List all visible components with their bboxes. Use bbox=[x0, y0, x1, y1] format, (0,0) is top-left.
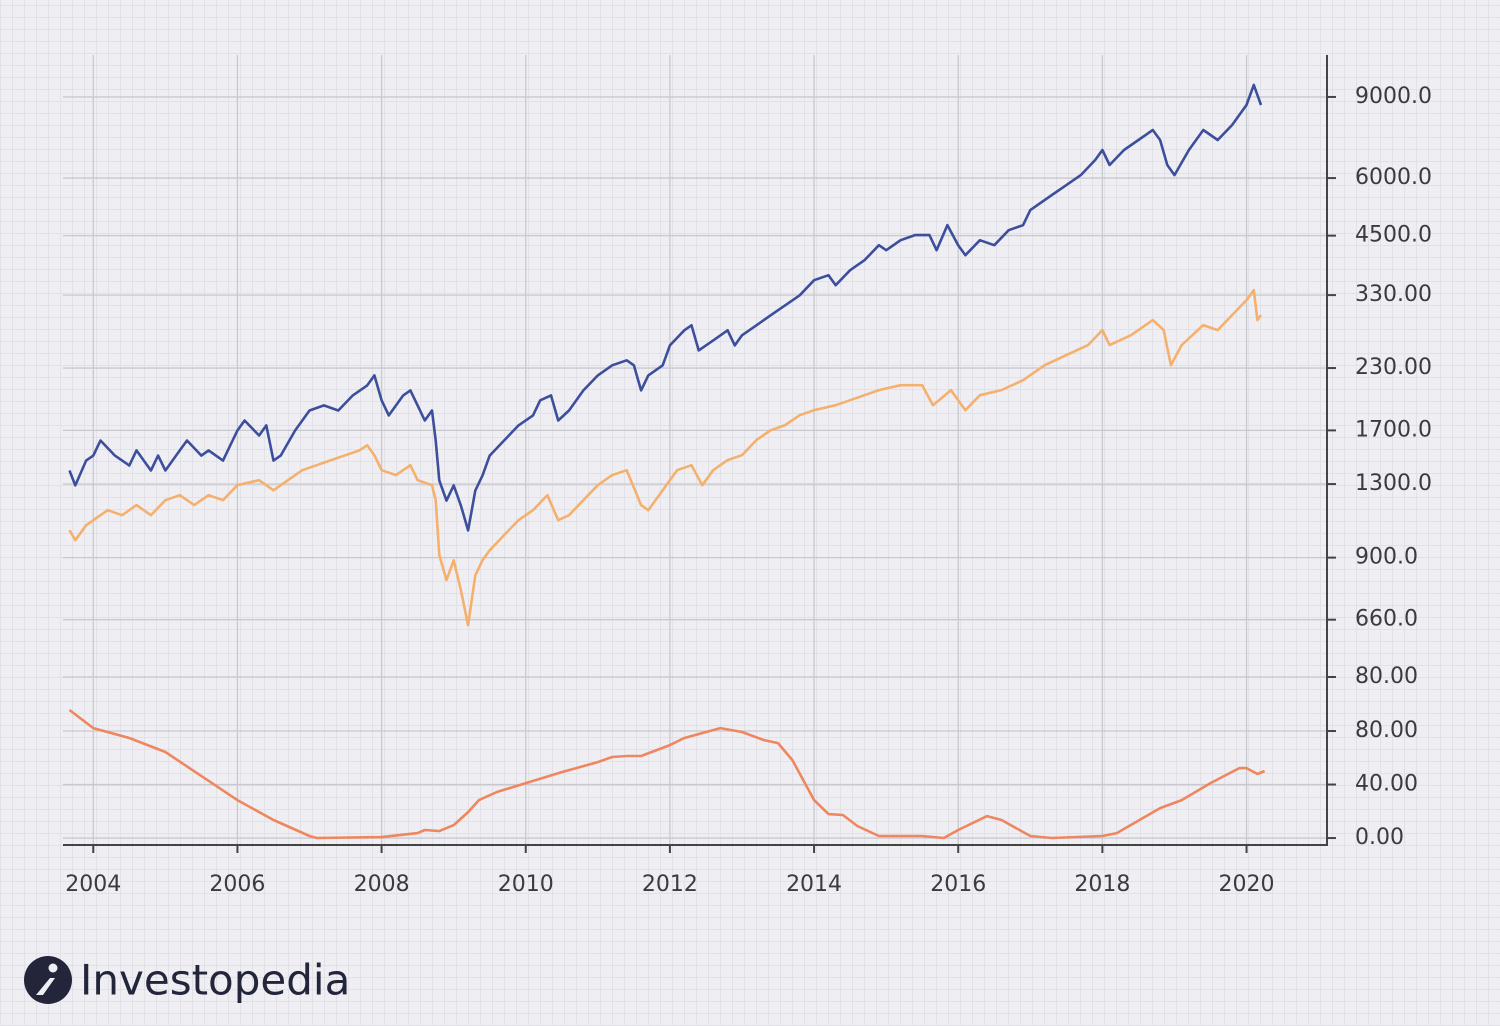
y-tick-label: 1700.0 bbox=[1355, 417, 1432, 442]
label-layer: 9000.0 6000.0 4500.0 1700.0 1300.0 900.0 660.0… bbox=[65, 84, 1432, 897]
y-tick-label: 4500.0 bbox=[1355, 223, 1432, 248]
y-tick-label: 230.00 bbox=[1355, 355, 1432, 380]
logo-stroke bbox=[36, 978, 55, 995]
y-tick-label: 40.00 bbox=[1355, 772, 1418, 797]
y-tick-label: 1300.0 bbox=[1355, 471, 1432, 496]
y-tick-label: 330.00 bbox=[1355, 282, 1432, 307]
series-line bbox=[68, 288, 1263, 627]
x-tick-label: 2016 bbox=[930, 872, 986, 897]
x-tick-label: 2014 bbox=[786, 872, 842, 897]
x-tick-label: 2018 bbox=[1074, 872, 1130, 897]
y-tick-label: 80.00 bbox=[1355, 664, 1418, 689]
series-line bbox=[68, 708, 1266, 840]
x-tick-label: 2012 bbox=[642, 872, 698, 897]
y-tick-label: 660.0 bbox=[1355, 607, 1418, 632]
y-tick-label: 80.00 bbox=[1355, 718, 1418, 743]
logo: Investopedia bbox=[24, 956, 350, 1005]
logo-dot bbox=[48, 963, 58, 973]
x-tick-label: 2020 bbox=[1219, 872, 1275, 897]
x-tick-label: 2006 bbox=[209, 872, 265, 897]
x-tick-label: 2008 bbox=[354, 872, 410, 897]
logo-text: Investopedia bbox=[80, 956, 350, 1005]
series-line bbox=[68, 83, 1263, 532]
grid-layer bbox=[63, 55, 1327, 845]
logo-icon bbox=[24, 956, 72, 1004]
y-tick-label: 6000.0 bbox=[1355, 165, 1432, 190]
y-tick-label: 900.0 bbox=[1355, 545, 1418, 570]
y-tick-label: 9000.0 bbox=[1355, 84, 1432, 109]
line-layer bbox=[68, 83, 1266, 840]
y-tick-label: 0.00 bbox=[1355, 825, 1404, 850]
x-tick-label: 2004 bbox=[65, 872, 121, 897]
x-tick-label: 2010 bbox=[498, 872, 554, 897]
